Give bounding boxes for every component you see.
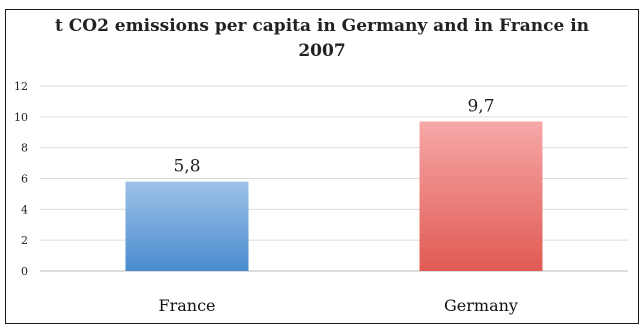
y-tick-label: 2 [21, 234, 28, 247]
y-tick-label: 12 [14, 80, 28, 93]
data-label-france: 5,8 [173, 157, 200, 177]
data-label-germany: 9,7 [467, 96, 494, 116]
top-strip [0, 0, 644, 8]
y-tick-label: 8 [21, 142, 28, 155]
x-category-label-france: France [158, 296, 215, 315]
bar-france [125, 181, 249, 271]
y-tick-label: 0 [21, 265, 28, 278]
y-tick-label: 6 [21, 173, 28, 186]
chart-title-line-2: 2007 [298, 41, 346, 61]
bar-germany [419, 121, 543, 271]
y-tick-label: 10 [14, 111, 28, 124]
chart-title-line-1: t CO2 emissions per capita in Germany an… [54, 16, 590, 36]
chart-title: t CO2 emissions per capita in Germany an… [0, 14, 644, 64]
y-tick-label: 4 [21, 203, 28, 216]
x-category-label-germany: Germany [444, 296, 518, 315]
